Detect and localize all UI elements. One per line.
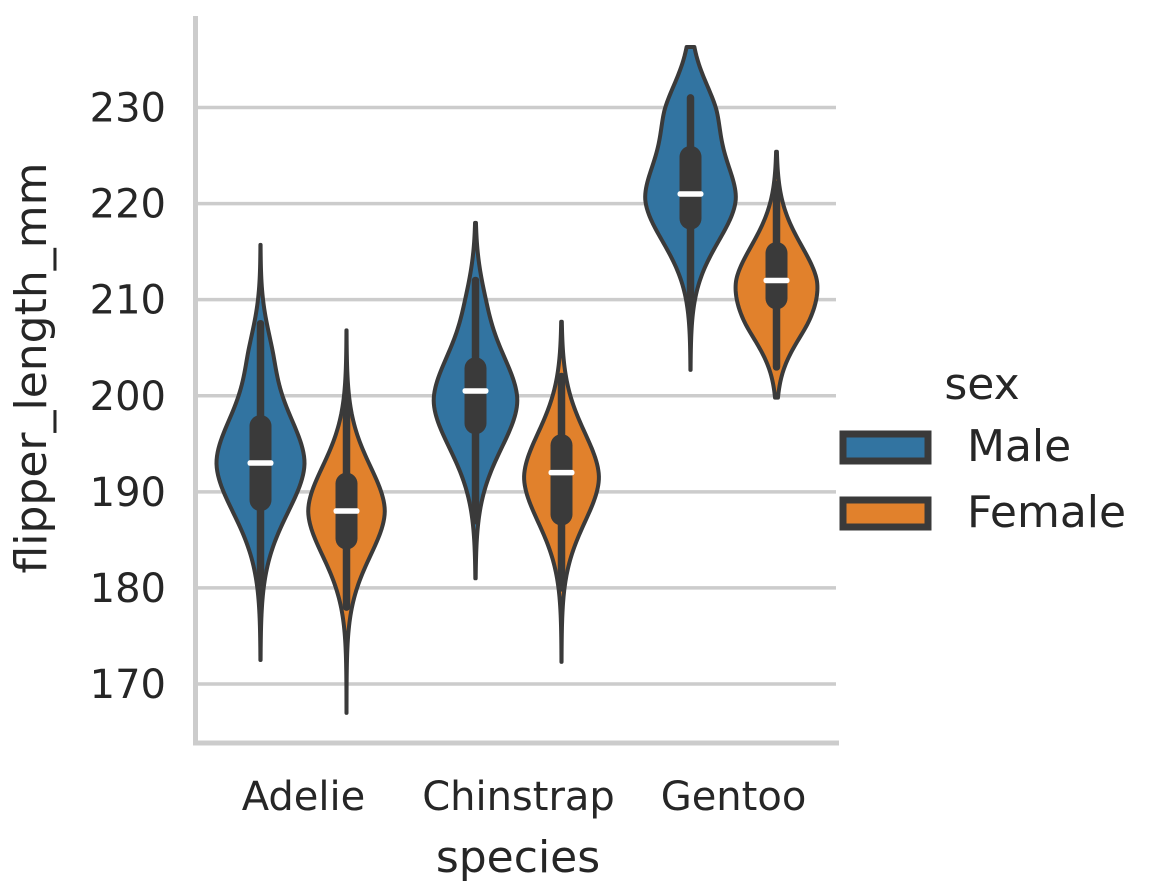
x-tick-label-chinstrap: Chinstrap (422, 774, 615, 820)
y-tick-label: 180 (90, 566, 166, 612)
iqr-box (550, 434, 573, 526)
y-tick-label: 220 (90, 182, 166, 228)
iqr-box (679, 145, 702, 230)
median-line (763, 277, 790, 284)
x-tick-label-gentoo: Gentoo (661, 774, 807, 820)
x-axis-label: species (436, 832, 600, 883)
median-line (548, 469, 575, 476)
y-tick-label: 210 (90, 278, 166, 324)
y-tick-labels: 230 220 210 200 190 180 170 (90, 86, 166, 708)
median-line (333, 508, 360, 514)
y-tick-label: 170 (90, 662, 166, 708)
median-line (462, 388, 489, 394)
y-tick-label: 190 (90, 470, 166, 516)
gridlines (196, 105, 836, 686)
violins (214, 44, 820, 715)
x-tick-labels: Adelie Chinstrap Gentoo (242, 774, 807, 820)
legend-label-female: Female (967, 487, 1126, 538)
legend-label-male: Male (967, 421, 1071, 472)
legend-swatch-female (839, 496, 932, 531)
y-axis-label: flipper_length_mm (6, 163, 57, 574)
iqr-box (464, 357, 487, 435)
x-tick-label-adelie: Adelie (242, 774, 366, 820)
legend-swatch-male (839, 430, 932, 465)
median-line (247, 460, 274, 466)
iqr-box (765, 242, 788, 310)
median-line (677, 191, 704, 197)
y-tick-label: 200 (90, 374, 166, 420)
legend-title: sex (944, 359, 1019, 410)
legend: sex Male Female (839, 359, 1126, 538)
y-tick-label: 230 (90, 86, 166, 132)
